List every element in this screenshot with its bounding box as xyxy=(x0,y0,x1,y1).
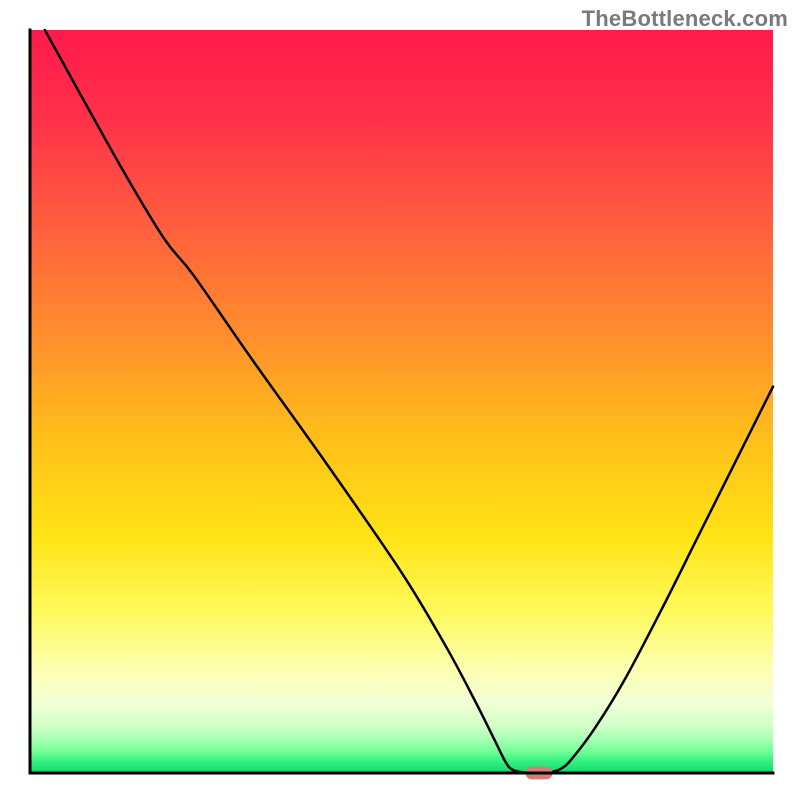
bottleneck-chart xyxy=(0,0,800,800)
watermark-text: TheBottleneck.com xyxy=(582,6,788,32)
chart-container: TheBottleneck.com xyxy=(0,0,800,800)
gradient-background xyxy=(30,30,773,773)
